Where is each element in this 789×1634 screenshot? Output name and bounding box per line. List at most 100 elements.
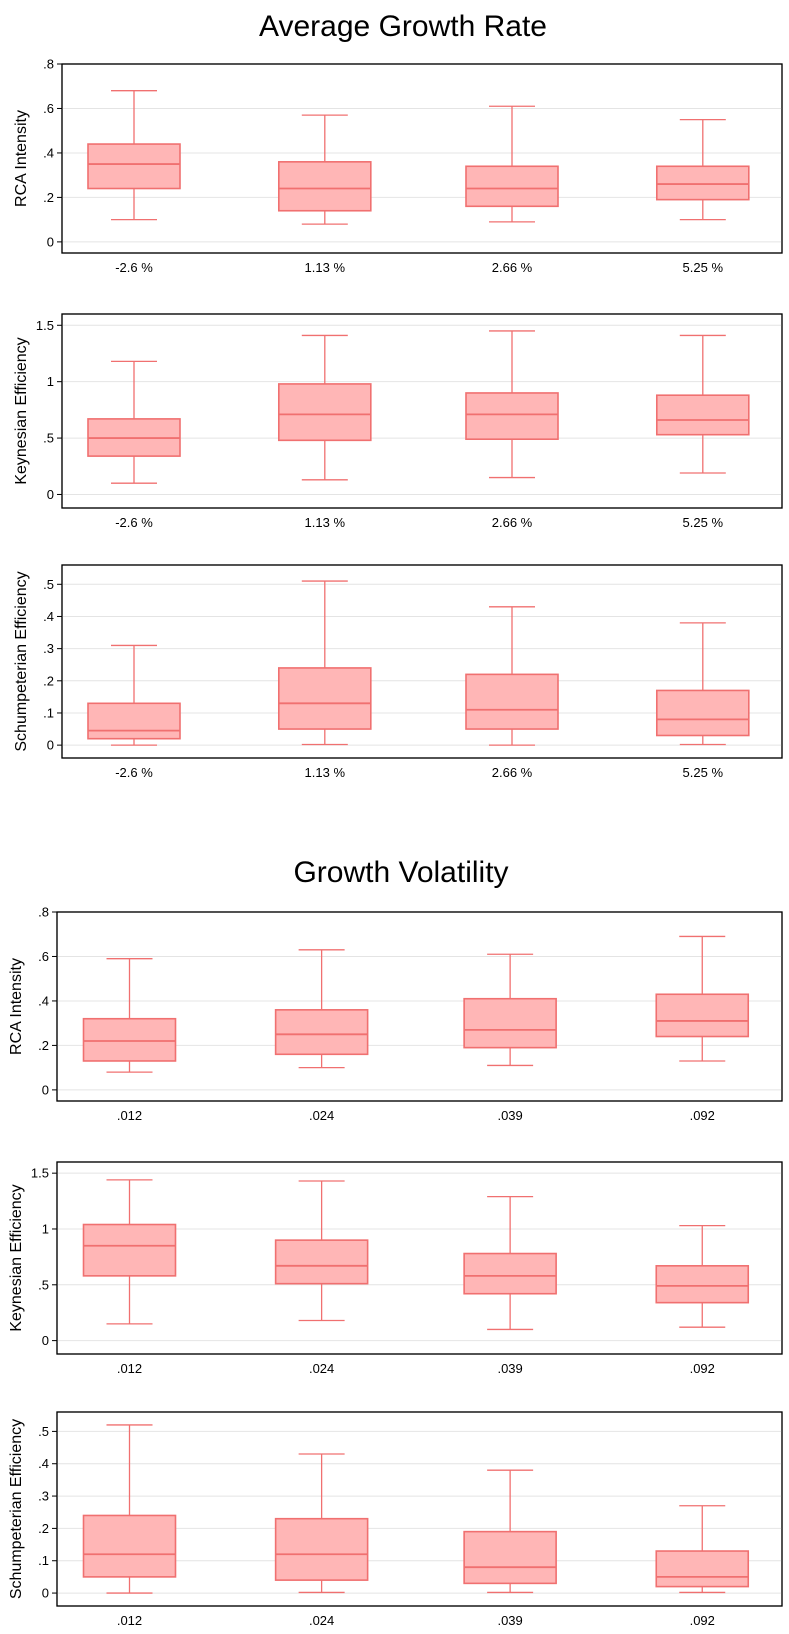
x-tick-label: .024 [309,1361,334,1376]
y-tick-label: 0 [42,1082,49,1097]
box [274,1180,369,1322]
y-tick-label: .1 [43,705,54,720]
box-iqr [274,1009,369,1056]
box-iqr [655,689,750,737]
box [463,1469,557,1594]
y-tick-label: .4 [38,993,49,1008]
x-tick-label: .012 [117,1108,142,1123]
y-tick-label: 0 [42,1333,49,1348]
y-axis-label: Keynesian Efficiency [8,1184,25,1331]
box [274,1453,369,1594]
y-axis-label: RCA Intensity [8,958,25,1055]
x-tick-label: -2.6 % [115,765,153,780]
y-tick-label: 1.5 [36,318,54,333]
x-tick-label: 5.25 % [683,260,724,275]
x-tick-label: .039 [497,1108,522,1123]
boxplot-panel: 0 .1 .2 .3 .4 .5 Schumpeterian Efficiency -2.6 … [13,564,783,780]
box-iqr [463,1530,557,1585]
plot-frame-border [61,564,783,759]
box [463,953,557,1067]
y-tick-label: .3 [43,641,54,656]
x-tick-label: .092 [690,1613,715,1628]
plot-frame-border [56,1411,783,1607]
box [87,90,181,221]
box [463,1195,557,1331]
section-title-growth-rate: Average Growth Rate [259,10,547,43]
box [655,622,750,746]
box-iqr [465,673,559,730]
boxplot-panel: 0 .5 1 1.5 Keynesian Efficiency .012 .024 .039.… [8,1161,783,1376]
box-iqr [277,667,372,730]
x-tick-label: .039 [497,1613,522,1628]
y-tick-label: .6 [43,101,54,116]
y-axis-label: RCA Intensity [13,110,30,207]
box [82,1424,177,1594]
y-axis-label: Keynesian Efficiency [13,337,30,484]
boxplot-panel: 0 .2 .4 .6 .8 RCA Intensity .012 .024 .039 .092 [8,905,783,1123]
boxplot-panel: 0 .1 .2 .3 .4 .5 Schumpeterian Efficiency .012.… [8,1411,783,1628]
box [465,606,559,746]
x-tick-label: .024 [309,1613,334,1628]
y-tick-label: 0 [42,1586,49,1601]
y-tick-label: .4 [43,145,54,160]
plot-frame-border [61,313,783,509]
boxplot-panel: 0 .2 .4 .6 .8 RCA Intensity -2.6 % 1.13 % 2.66 %… [13,57,783,275]
x-tick-label: 1.13 % [305,260,346,275]
x-tick-label: 1.13 % [305,515,346,530]
y-tick-label: .3 [38,1489,49,1504]
y-tick-label: 1 [47,374,54,389]
box-iqr [274,1517,369,1581]
y-tick-label: .8 [38,905,49,920]
x-tick-label: .039 [497,1361,522,1376]
x-tick-label: 2.66 % [492,515,533,530]
section-title-growth-volatility: Growth Volatility [293,856,508,889]
box-iqr [655,394,750,436]
box [655,935,750,1062]
box-iqr [655,993,750,1038]
plot-frame-border [56,1161,783,1355]
y-tick-label: .5 [38,1277,49,1292]
y-tick-label: .2 [43,673,54,688]
x-tick-label: .092 [690,1361,715,1376]
box [465,330,559,479]
y-axis-label: Schumpeterian Efficiency [8,1419,25,1599]
box [655,334,750,474]
box [655,118,750,221]
box [82,958,177,1073]
box [655,1505,750,1594]
box-iqr [277,161,372,212]
x-tick-label: 5.25 % [683,515,724,530]
plot-frame-border [61,63,783,254]
box [277,580,372,746]
box-iqr [655,1550,750,1588]
y-tick-label: .8 [43,57,54,72]
y-axis-label: Schumpeterian Efficiency [13,571,30,751]
box-iqr [277,383,372,442]
y-tick-label: .4 [43,609,54,624]
y-tick-label: .4 [38,1456,49,1471]
box-iqr [87,143,181,190]
y-tick-label: 1.5 [31,1166,49,1181]
boxplot-panel: 0 .5 1 1.5 Keynesian Efficiency -2.6 % 1.13 % 2… [13,313,783,530]
box-iqr [465,165,559,208]
y-tick-label: .1 [38,1553,49,1568]
box-iqr [87,702,181,740]
x-tick-label: .012 [117,1361,142,1376]
y-tick-label: .2 [38,1038,49,1053]
y-tick-label: .5 [38,1424,49,1439]
y-tick-label: .5 [43,431,54,446]
box-iqr [82,1223,177,1277]
y-tick-label: 0 [47,738,54,753]
x-tick-label: 5.25 % [683,765,724,780]
x-tick-label: .092 [690,1108,715,1123]
y-tick-label: .2 [43,190,54,205]
x-tick-label: -2.6 % [115,515,153,530]
box [87,360,181,484]
plot-frame-border [56,911,783,1102]
y-tick-label: 0 [47,234,54,249]
plots-container: 0 .2 .4 .6 .8 RCA Intensity -2.6 % 1.13 % 2.66 %… [8,57,783,1628]
box-iqr [463,997,557,1049]
x-tick-label: -2.6 % [115,260,153,275]
